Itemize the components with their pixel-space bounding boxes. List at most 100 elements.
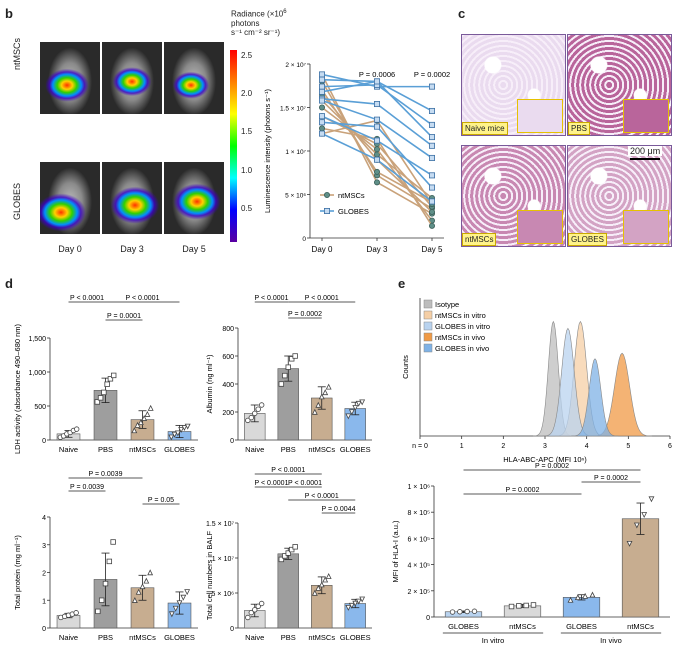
x-axis-label: HLA-ABC-APC (MFI 10ⁿ) [503,455,587,464]
legend-marker [324,207,331,214]
data-point [315,584,322,591]
data-point [176,600,183,607]
data-point [319,104,326,111]
y-tick-label: 200 [222,410,234,417]
legend-swatch [423,310,433,320]
mfi-chart: 0 2 × 10⁵ 4 × 10⁵ 6 × 10⁵ 8 × 10⁵ 1 × 10⁶ MFI … [391,463,670,645]
data-point [464,608,470,615]
data-point [168,611,175,618]
data-point [95,608,101,615]
data-point [315,401,322,408]
data-point [252,607,258,613]
data-point [102,580,109,587]
data-point [255,603,261,609]
y-tick-label: 4 × 10⁵ [407,563,430,570]
data-point [110,372,117,379]
data-point [319,125,326,132]
panel-letter-c: c [458,6,466,21]
data-point [278,556,285,563]
x-tick-label: ntMSCs [129,633,156,642]
histology-label: Naive mice [462,122,508,135]
histology-label: ntMSCs [462,233,497,246]
significance-label: P = 0.0002 [594,475,628,482]
data-point [255,406,261,412]
data-point [319,119,326,126]
significance-label: P = 0.0002 [288,311,322,318]
day-label-3: Day 3 [120,244,144,254]
p-value-label: P = 0.0006 [359,70,395,79]
data-point [319,76,326,83]
data-point [139,583,146,590]
data-point [101,389,107,396]
data-point [428,222,435,229]
histology-image: ntMSCs [461,145,566,247]
data-point [374,78,381,85]
data-point [589,591,596,598]
histology-label: PBS [568,122,591,135]
significance-label: P < 0.0001 [288,480,322,487]
legend-marker [324,191,331,198]
data-point [322,389,329,396]
panel-letter-d: d [5,276,13,291]
y-tick-label: 1.5 × 10⁷ [206,521,234,528]
data-point [97,395,104,401]
colorbar-title: Radiance (×106 photons s⁻¹ cm⁻² sr⁻¹) [231,8,287,37]
legend-label: ntMSCs in vitro [435,311,486,320]
histology-inset [517,99,563,133]
mouse-image [164,42,224,114]
histology-image: PBS [567,34,672,136]
data-point [355,598,362,605]
colorbar-tick-label: 2.0 [241,89,253,98]
significance-label: P < 0.0001 [255,480,289,487]
y-tick-label: 0 [426,615,430,622]
y-axis-label: Counts [401,355,410,379]
data-point [248,609,254,616]
group-label: In vivo [600,636,622,645]
cells-chart: 0 5 × 10⁶ 1 × 10⁷ 1.5 × 10⁷ Total cell numbe… [205,467,372,642]
x-tick-label: GLOBES [164,445,195,454]
data-point [449,609,456,615]
data-point [171,431,178,438]
data-point [107,376,114,382]
x-tick-label: GLOBES [340,445,371,454]
data-point [352,600,359,607]
colorbar-tick-label: 1.0 [241,166,253,175]
data-point [318,393,325,400]
data-point [508,603,515,610]
x-tick-label: ntMSCs [308,445,335,454]
y-tick-label: 1,000 [28,370,46,377]
significance-label: P < 0.0001 [271,467,305,474]
x-tick-label: ntMSCs [509,622,536,631]
legend-label: ntMSCs in vivo [435,333,485,342]
y-axis-label: Total cell numbers in BALF [205,530,214,620]
data-point [285,364,291,370]
data-point [374,156,381,163]
x-tick-label: Day 5 [422,245,443,254]
bar [621,518,660,618]
y-tick-label: 800 [222,326,234,333]
x-tick-label: PBS [281,445,296,454]
histology-image: Naive mice [461,34,566,136]
y-tick-label: 1 × 10⁶ [407,484,430,491]
data-point [322,576,329,583]
day-label-0: Day 0 [58,244,82,254]
data-point [181,425,188,431]
x-tick-label: 2 [501,443,505,450]
data-point [471,608,478,614]
x-tick-label: Naive [59,445,78,454]
data-point [174,430,181,437]
y-axis-label: Albumin (ng ml⁻¹) [205,354,214,413]
histology-inset [623,210,669,244]
y-tick-label: 1,500 [28,336,46,343]
legend-swatch [423,299,433,309]
y-tick-label: 5 × 10⁶ [211,591,234,598]
significance-label: P = 0.0002 [535,463,569,470]
data-point [282,553,288,559]
legend-swatch [423,343,433,353]
y-tick-label: 0 [302,236,306,243]
data-point [184,589,191,596]
x-tick-label: GLOBES [340,633,371,642]
data-point [147,569,154,576]
x-tick-label: 3 [543,443,547,450]
legend-swatch [423,321,433,331]
